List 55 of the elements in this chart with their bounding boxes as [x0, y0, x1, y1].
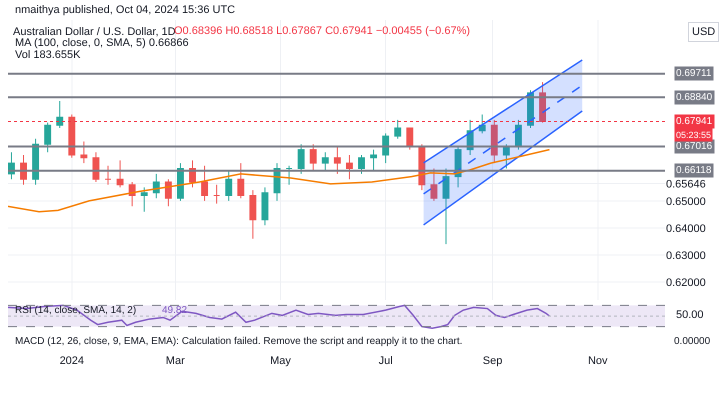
text: 05:23:55 — [676, 130, 712, 140]
ref-line-label: 0.66118 — [676, 165, 712, 176]
x-tick-label: Mar — [166, 355, 186, 367]
candlestick — [261, 186, 268, 226]
candlestick — [502, 144, 510, 170]
candlestick — [213, 184, 220, 204]
candlestick — [394, 119, 402, 140]
candlestick — [116, 160, 124, 188]
text: MACD (12, 26, close, 9, EMA, EMA): Calculation failed. Remove the script and reapply it to the chart. — [15, 336, 462, 347]
candlestick — [322, 152, 329, 172]
text: 50.00 — [676, 309, 704, 321]
y-tick-label: 0.63000 — [666, 250, 706, 262]
x-tick-label: Nov — [588, 355, 608, 367]
candlestick — [358, 154, 365, 174]
candlestick — [44, 122, 52, 153]
candlestick — [225, 170, 232, 202]
candlestick — [370, 149, 378, 172]
candlestick — [80, 141, 88, 164]
candlestick — [249, 190, 256, 240]
x-tick-label: Sep — [482, 355, 502, 367]
candlestick — [92, 152, 100, 183]
candlestick — [68, 114, 76, 158]
candlestick — [382, 132, 390, 164]
text: Australian Dollar / U.S. Dollar, 1D — [13, 26, 176, 38]
ref-line-label: 0.67016 — [676, 141, 713, 152]
ref-line-label: 0.67941 — [676, 116, 713, 127]
candlestick — [104, 165, 112, 186]
annotation: MA (100, close, 0, SMA, 5) 0.66866 — [15, 37, 189, 49]
candlestick — [237, 162, 244, 199]
candlestick — [334, 146, 341, 174]
candlestick — [201, 165, 208, 202]
x-tick-label: 2024 — [60, 355, 84, 367]
line-series — [8, 148, 550, 212]
ref-line-label: 0.69711 — [676, 68, 712, 79]
ref-line-label: 0.68840 — [676, 92, 713, 103]
y-tick-label: 0.65646 — [666, 178, 706, 190]
x-tick-label: May — [270, 355, 292, 367]
candlestick — [310, 144, 317, 172]
annotation: O0.68396 H0.68518 L0.67867 C0.67941 −0.00455 (−0.67%) — [174, 25, 470, 37]
candlestick — [164, 178, 172, 207]
text: USD — [692, 26, 716, 38]
candlestick — [298, 144, 305, 174]
y-tick-label: 0.65000 — [666, 196, 706, 208]
text: 0.00000 — [674, 336, 711, 347]
y-tick-label: 0.64000 — [666, 222, 706, 235]
annotation: 49.82 — [162, 305, 188, 316]
x-tick-label: Jul — [378, 355, 393, 367]
candlestick — [286, 165, 293, 186]
y-tick-label: 0.62000 — [666, 276, 706, 289]
annotation: Vol 183.655K — [15, 49, 82, 61]
candlestick — [56, 100, 64, 128]
candlestick — [346, 154, 353, 180]
candlestick — [442, 168, 450, 245]
candlestick — [140, 186, 148, 212]
text: nmaithya published, Oct 04, 2024 15:36 UTC — [15, 4, 236, 16]
